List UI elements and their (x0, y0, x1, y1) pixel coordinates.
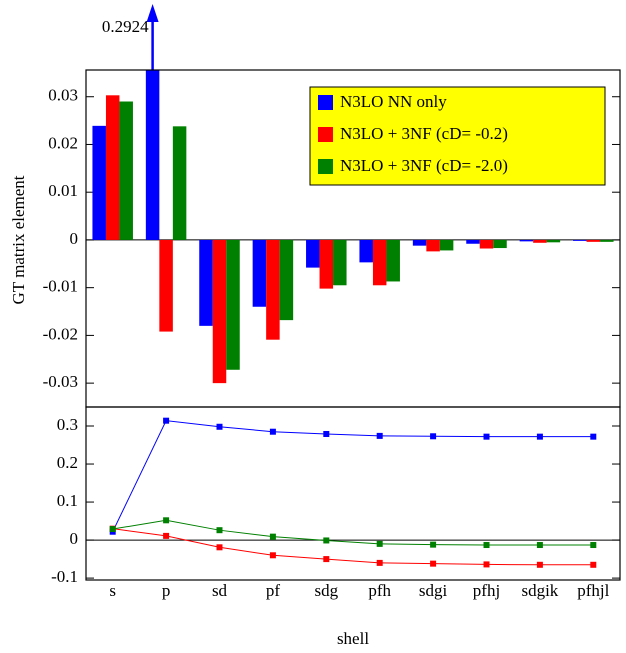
bar (466, 239, 480, 244)
bar (172, 126, 187, 240)
x-tick-label: pf (266, 581, 281, 600)
y-tick-label: 0.02 (48, 133, 78, 152)
y-tick-label: -0.03 (43, 372, 78, 391)
legend-box (309, 86, 606, 186)
series-line (112, 519, 594, 546)
bar (226, 239, 240, 370)
marker (163, 532, 170, 539)
x-tick-label: s (109, 581, 116, 600)
marker (109, 526, 116, 533)
y-tick-label: 0 (70, 229, 79, 248)
marker (536, 542, 543, 549)
marker (483, 433, 490, 440)
bar (386, 239, 400, 282)
bar (212, 239, 227, 384)
bar (533, 239, 547, 243)
y-tick-label: 0.01 (48, 181, 78, 200)
bar (586, 239, 601, 242)
marker (483, 561, 490, 568)
bar (600, 239, 614, 242)
bar (412, 239, 427, 246)
legend-swatch (318, 159, 333, 174)
bar (319, 239, 334, 289)
legend-swatch (318, 127, 333, 142)
series-line (112, 420, 594, 532)
bar (279, 239, 294, 321)
marker (269, 428, 276, 435)
plot-frame (85, 406, 621, 581)
bar (546, 239, 561, 243)
marker (323, 537, 330, 544)
legend-label: N3LO + 3NF (cD= -2.0) (340, 156, 508, 175)
marker (430, 541, 437, 548)
y-tick-label: 0.1 (57, 491, 78, 510)
marker (269, 552, 276, 559)
x-tick-label: sdgi (419, 581, 448, 600)
clipped-value-label: 0.2924 (102, 17, 149, 36)
marker (323, 556, 330, 563)
legend-label: N3LO + 3NF (cD= -0.2) (340, 124, 508, 143)
y-tick-label: -0.01 (43, 277, 78, 296)
clip-arrowhead (146, 4, 159, 22)
x-tick-label: pfh (368, 581, 391, 600)
x-tick-label: sdgik (521, 581, 558, 600)
bar (306, 239, 320, 268)
bar (359, 239, 373, 263)
marker (163, 417, 170, 424)
marker (376, 432, 383, 439)
bar (426, 239, 440, 252)
bar (519, 239, 534, 242)
bar (145, 70, 160, 240)
marker (216, 527, 223, 534)
marker (163, 517, 170, 524)
bar (252, 239, 267, 307)
marker (269, 533, 276, 540)
y-tick-label: 0.03 (48, 86, 78, 105)
bar (119, 101, 133, 240)
x-axis-label: shell (337, 629, 369, 648)
marker (483, 542, 490, 549)
bar (159, 239, 173, 332)
marker (216, 423, 223, 430)
x-tick-label: sdg (314, 581, 338, 600)
x-tick-label: pfhjl (577, 581, 609, 600)
bar (573, 239, 587, 241)
x-tick-label: pfhj (473, 581, 500, 600)
y-tick-label: -0.02 (43, 324, 78, 343)
bar (199, 239, 213, 326)
y-tick-label: 0.3 (57, 415, 78, 434)
marker (590, 433, 597, 440)
bar (333, 239, 347, 286)
y-axis-label: GT matrix element (9, 175, 28, 304)
series-line (112, 528, 594, 566)
marker (590, 561, 597, 568)
y-tick-label: 0.2 (57, 453, 78, 472)
x-tick-label: sd (212, 581, 228, 600)
y-tick-label: -0.1 (51, 567, 78, 586)
marker (216, 544, 223, 551)
marker (376, 559, 383, 566)
y-tick-label: 0 (70, 529, 79, 548)
marker (536, 433, 543, 440)
x-tick-label: p (162, 581, 171, 600)
bar (105, 95, 120, 240)
marker (430, 560, 437, 567)
marker (536, 561, 543, 568)
bar (266, 239, 280, 340)
bar (372, 239, 387, 286)
bar (493, 239, 507, 249)
marker (323, 430, 330, 437)
bar (92, 125, 106, 240)
marker (376, 540, 383, 547)
marker (430, 433, 437, 440)
legend-swatch (318, 95, 333, 110)
bar (479, 239, 494, 249)
legend-label: N3LO NN only (340, 92, 447, 111)
bar (439, 239, 454, 251)
marker (590, 542, 597, 549)
